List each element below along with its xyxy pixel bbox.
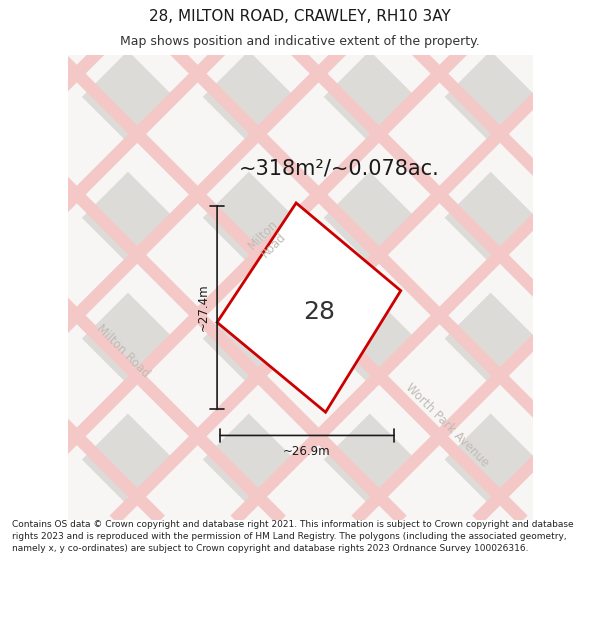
Polygon shape <box>217 203 401 412</box>
Text: Worth Park Avenue: Worth Park Avenue <box>403 381 491 469</box>
Polygon shape <box>566 172 600 264</box>
Polygon shape <box>82 534 174 625</box>
Polygon shape <box>0 51 53 143</box>
Polygon shape <box>82 51 174 143</box>
Polygon shape <box>445 414 536 506</box>
Text: Contains OS data © Crown copyright and database right 2021. This information is : Contains OS data © Crown copyright and d… <box>12 520 574 552</box>
Polygon shape <box>203 51 295 143</box>
Polygon shape <box>445 0 536 22</box>
Polygon shape <box>566 534 600 625</box>
Polygon shape <box>324 534 416 625</box>
Polygon shape <box>324 172 416 264</box>
Polygon shape <box>445 51 536 143</box>
Text: ~27.4m: ~27.4m <box>197 284 209 331</box>
Text: 28: 28 <box>303 300 335 324</box>
Polygon shape <box>445 534 536 625</box>
Polygon shape <box>0 172 53 264</box>
Polygon shape <box>82 172 174 264</box>
Polygon shape <box>82 0 174 22</box>
Polygon shape <box>82 414 174 506</box>
Polygon shape <box>324 0 416 22</box>
Polygon shape <box>203 534 295 625</box>
Polygon shape <box>445 292 536 384</box>
Polygon shape <box>203 292 295 384</box>
Polygon shape <box>566 414 600 506</box>
Polygon shape <box>0 0 53 22</box>
Polygon shape <box>203 0 295 22</box>
Polygon shape <box>203 172 295 264</box>
Polygon shape <box>0 534 53 625</box>
Text: 28, MILTON ROAD, CRAWLEY, RH10 3AY: 28, MILTON ROAD, CRAWLEY, RH10 3AY <box>149 9 451 24</box>
Text: Milton Road: Milton Road <box>94 322 152 380</box>
Polygon shape <box>566 0 600 22</box>
Polygon shape <box>566 51 600 143</box>
Text: Milton
Road: Milton Road <box>246 217 292 262</box>
Polygon shape <box>203 414 295 506</box>
Polygon shape <box>324 292 416 384</box>
Polygon shape <box>324 414 416 506</box>
Polygon shape <box>445 172 536 264</box>
Text: ~26.9m: ~26.9m <box>283 445 331 458</box>
Text: ~318m²/~0.078ac.: ~318m²/~0.078ac. <box>238 158 439 178</box>
Polygon shape <box>82 292 174 384</box>
Polygon shape <box>0 414 53 506</box>
Polygon shape <box>324 51 416 143</box>
Polygon shape <box>0 292 53 384</box>
Polygon shape <box>566 292 600 384</box>
Text: Map shows position and indicative extent of the property.: Map shows position and indicative extent… <box>120 35 480 48</box>
